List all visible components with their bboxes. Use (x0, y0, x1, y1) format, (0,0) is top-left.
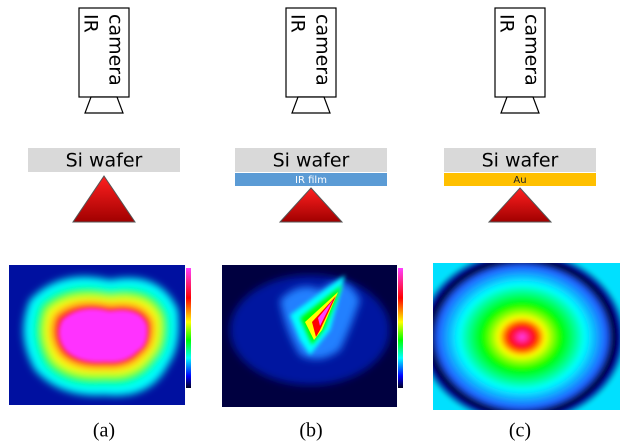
heater (280, 188, 342, 222)
caption: (c) (509, 420, 531, 442)
figure: IRcameraSi wafer(a)IRcameraSi waferIR fi… (0, 0, 623, 444)
thermal-image-a (9, 265, 191, 405)
heater (73, 176, 135, 222)
camera-label: IR (80, 14, 102, 33)
wafer-label: Si wafer (273, 150, 350, 172)
film-label: Au (513, 175, 526, 186)
camera-label: IR (496, 14, 518, 33)
camera-label: camera (105, 14, 127, 86)
wafer-label: Si wafer (66, 150, 143, 172)
wafer-label: Si wafer (482, 150, 559, 172)
camera-lens (292, 97, 330, 113)
caption: (b) (299, 420, 322, 442)
camera-label: camera (312, 14, 334, 86)
film-label: IR film (295, 175, 327, 186)
camera-lens (85, 97, 123, 113)
camera-lens (501, 97, 539, 113)
thermal-image-b (222, 265, 403, 407)
camera-label: IR (287, 14, 309, 33)
caption: (a) (93, 420, 115, 442)
thermal-image-c (417, 249, 623, 425)
heater (489, 188, 551, 222)
camera-label: camera (521, 14, 543, 86)
